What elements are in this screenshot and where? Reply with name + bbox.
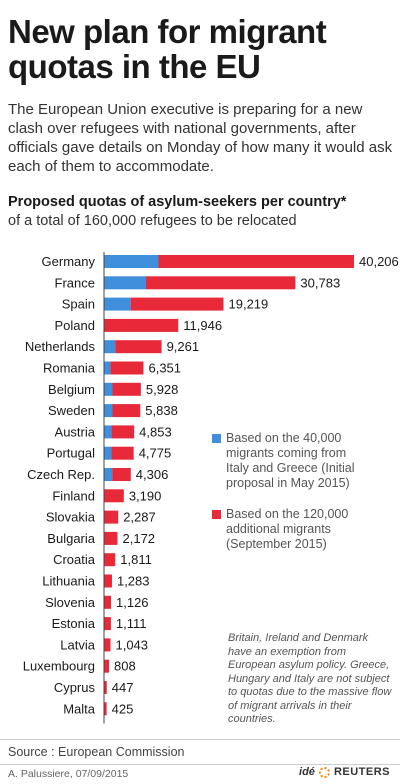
category-label: Cyprus <box>54 680 96 695</box>
legend-item-red: Based on the 120,000 additional migrants… <box>212 507 362 552</box>
category-label: Czech Rep. <box>27 467 95 482</box>
bar-segment-red <box>111 425 135 439</box>
category-label: Austria <box>55 424 96 439</box>
bar-segment-red <box>104 510 119 524</box>
value-label: 1,283 <box>117 574 150 589</box>
category-label: Sweden <box>48 403 95 418</box>
legend-swatch-red <box>212 510 221 519</box>
value-label: 3,190 <box>129 488 162 503</box>
category-label: Croatia <box>53 552 96 567</box>
bar-segment-red <box>112 382 141 396</box>
bar-chart: Germany 40,206 France 30,783 Spain 19,219 Pola… <box>23 252 399 724</box>
category-label: Germany <box>42 254 96 269</box>
category-label: Lithuania <box>42 574 96 589</box>
legend-label-red: Based on the 120,000 additional migrants… <box>226 507 349 551</box>
legend-item-blue: Based on the 40,000 migrants coming from… <box>212 431 362 491</box>
value-label: 1,043 <box>115 637 148 652</box>
brand-name: REUTERS <box>333 766 390 778</box>
bar-segment-red <box>104 681 107 694</box>
category-label: Slovenia <box>45 595 96 610</box>
value-label: 4,775 <box>139 446 172 461</box>
category-label: Belgium <box>48 382 95 397</box>
category-label: Malta <box>63 701 96 716</box>
bar-segment-red <box>112 404 141 418</box>
value-label: 5,838 <box>145 403 178 418</box>
bar-segment-red <box>112 468 131 481</box>
bar-segment-red <box>104 531 118 545</box>
value-label: 2,287 <box>123 510 156 525</box>
chart-subtitle: of a total of 160,000 refugees to be rel… <box>8 213 297 229</box>
category-label: Latvia <box>60 637 95 652</box>
bar-segment-blue <box>104 468 113 481</box>
divider <box>0 764 400 765</box>
bar-segment-red <box>104 553 116 567</box>
bar-segment-red <box>104 702 107 716</box>
value-label: 9,261 <box>167 339 200 354</box>
bar-segment-red <box>145 276 296 290</box>
value-label: 11,946 <box>183 318 222 333</box>
bar-segment-red <box>104 638 111 652</box>
chart-title: Proposed quotas of asylum-seekers per co… <box>8 194 347 210</box>
value-label: 40,206 <box>359 254 399 269</box>
category-label: Poland <box>55 318 95 333</box>
bar-segment-red <box>104 595 112 609</box>
bar-segment-blue <box>104 340 116 354</box>
brand-logo: idé REUTERS <box>299 766 390 778</box>
value-label: 2,172 <box>123 531 156 546</box>
value-label: 4,853 <box>139 424 172 439</box>
category-label: Estonia <box>52 616 96 631</box>
bar-segment-blue <box>104 297 131 311</box>
intro-text: The European Union executive is preparin… <box>8 101 393 175</box>
value-label: 19,219 <box>229 297 269 312</box>
bar-segment-blue <box>104 404 113 418</box>
bar-segment-blue <box>104 361 111 375</box>
legend-label-blue: Based on the 40,000 migrants coming from… <box>226 431 355 490</box>
category-label: Finland <box>52 488 95 503</box>
value-label: 30,783 <box>300 275 340 290</box>
bar-segment-red <box>158 255 354 268</box>
bar-segment-red <box>104 489 124 503</box>
bar-segment-red <box>111 446 134 460</box>
bar-segment-red <box>130 297 224 311</box>
value-label: 1,111 <box>116 616 147 631</box>
value-label: 808 <box>114 659 136 674</box>
bar-segment-red <box>104 318 179 332</box>
value-label: 1,811 <box>120 552 152 567</box>
bar-segment-blue <box>104 382 113 396</box>
footnote: Britain, Ireland and Denmark have an exe… <box>228 632 392 725</box>
value-label: 425 <box>112 701 134 716</box>
legend-swatch-blue <box>212 434 221 443</box>
category-label: Portugal <box>47 446 96 461</box>
category-label: Spain <box>62 297 95 312</box>
bar-segment-red <box>115 340 162 354</box>
category-label: Bulgaria <box>47 531 95 546</box>
bar-segment-blue <box>104 276 146 290</box>
value-label: 6,351 <box>148 361 181 376</box>
brand-prefix: idé <box>299 766 315 778</box>
divider <box>0 739 400 740</box>
source-text: Source : European Commission <box>8 745 185 759</box>
bar-segment-red <box>110 361 144 375</box>
category-label: France <box>55 275 95 290</box>
reuters-icon <box>318 766 330 778</box>
bar-segment-red <box>104 574 112 588</box>
category-label: Luxembourg <box>23 659 95 674</box>
value-label: 1,126 <box>116 595 149 610</box>
category-label: Netherlands <box>25 339 96 354</box>
category-label: Romania <box>43 361 96 376</box>
bar-segment-blue <box>104 425 112 439</box>
page-title: New plan for migrant quotas in the EU <box>8 13 327 85</box>
credit-text: A. Palussiere, 07/09/2015 <box>8 768 129 780</box>
bar-segment-red <box>104 617 111 631</box>
bar-segment-red <box>104 659 110 673</box>
category-label: Slovakia <box>46 510 96 525</box>
value-label: 447 <box>112 680 134 695</box>
bar-segment-blue <box>104 255 159 268</box>
value-label: 5,928 <box>146 382 179 397</box>
value-label: 4,306 <box>136 467 169 482</box>
bar-segment-blue <box>104 446 112 460</box>
